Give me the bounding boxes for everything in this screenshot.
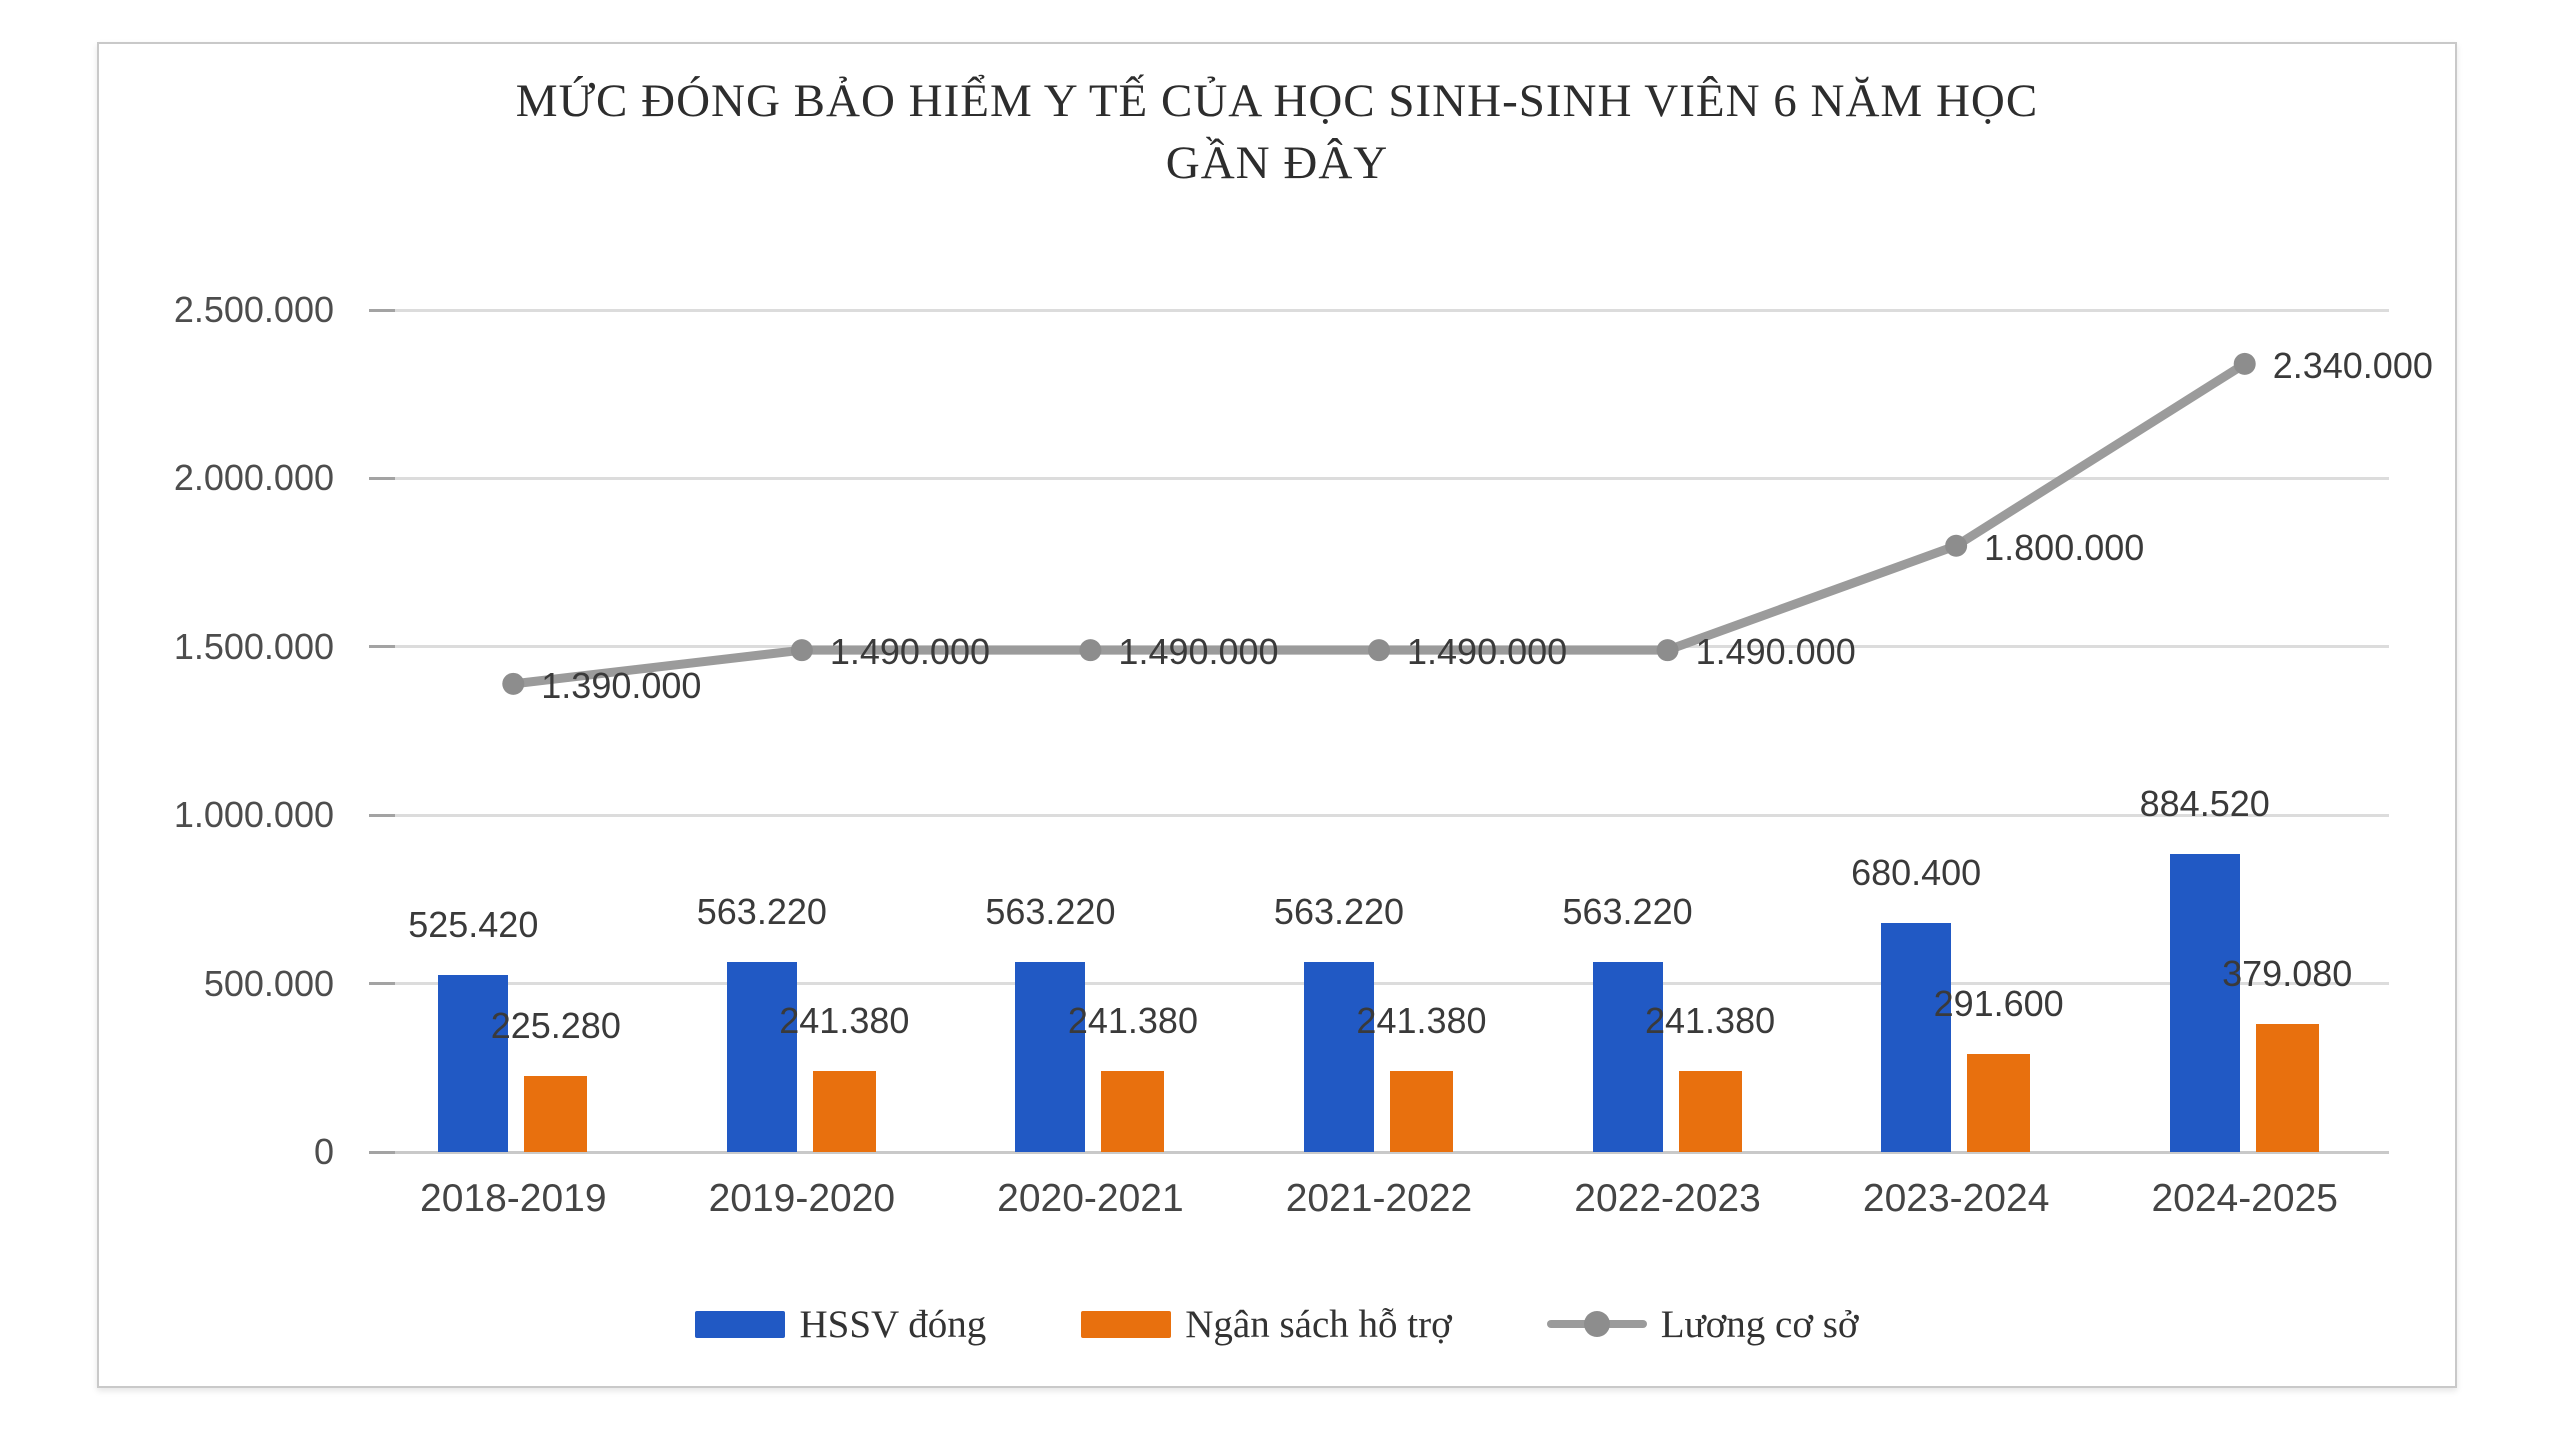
line-point-marker bbox=[2233, 352, 2256, 375]
bar-ngansach bbox=[1967, 1053, 2031, 1152]
line-value-label: 1.800.000 bbox=[1984, 526, 2145, 568]
legend: HSSV đóng Ngân sách hỗ trợ Lương cơ sở bbox=[99, 1296, 2455, 1352]
bar-value-label: 563.220 bbox=[1273, 891, 1405, 933]
bar-value-label: 884.520 bbox=[2139, 783, 2270, 825]
gridline bbox=[369, 1150, 2389, 1154]
y-axis-tick bbox=[369, 1150, 395, 1154]
line-value-label: 1.390.000 bbox=[541, 664, 702, 706]
bar-ngansach bbox=[812, 1070, 876, 1152]
line-path bbox=[508, 359, 2250, 689]
x-axis-label: 2022-2023 bbox=[1574, 1177, 1761, 1220]
line-value-label: 1.490.000 bbox=[1407, 631, 1568, 673]
legend-item: Ngân sách hỗ trợ bbox=[1081, 1302, 1452, 1347]
chart-frame: MỨC ĐÓNG BẢO HIỂM Y TẾ CỦA HỌC SINH-SINH… bbox=[97, 42, 2457, 1388]
line-point-marker bbox=[1945, 534, 1968, 557]
line-point-marker bbox=[1079, 639, 1102, 662]
x-axis-label: 2018-2019 bbox=[420, 1177, 607, 1220]
y-axis-label: 1.000.000 bbox=[173, 794, 334, 836]
y-axis-label: 1.500.000 bbox=[173, 625, 334, 667]
legend-swatch-orange bbox=[1081, 1310, 1172, 1338]
bar-value-label: 241.380 bbox=[1067, 999, 1198, 1041]
bar-value-label: 225.280 bbox=[490, 1005, 621, 1047]
line-value-label: 1.490.000 bbox=[1118, 631, 1279, 673]
line-value-label: 2.340.000 bbox=[2272, 344, 2433, 386]
legend-item: Lương cơ sở bbox=[1546, 1302, 1859, 1347]
x-axis-label: 2019-2020 bbox=[708, 1177, 896, 1220]
legend-label: Ngân sách hỗ trợ bbox=[1185, 1302, 1452, 1346]
y-axis-label: 0 bbox=[313, 1131, 334, 1172]
gridline bbox=[369, 813, 2389, 817]
legend-label: Lương cơ sở bbox=[1660, 1302, 1859, 1346]
x-axis-label: 2024-2025 bbox=[2151, 1177, 2338, 1220]
bar-value-label: 291.600 bbox=[1933, 982, 2064, 1024]
y-axis-tick bbox=[369, 982, 395, 986]
bar-hssv bbox=[1592, 962, 1663, 1152]
bar-value-label: 680.400 bbox=[1851, 851, 1982, 893]
bar-hssv bbox=[1881, 922, 1952, 1152]
gridline bbox=[369, 476, 2389, 480]
bar-value-label: 241.380 bbox=[1644, 999, 1776, 1041]
y-axis-tick bbox=[369, 645, 395, 649]
bar-value-label: 563.220 bbox=[696, 891, 827, 933]
bar-value-label: 241.380 bbox=[779, 999, 910, 1041]
bar-ngansach bbox=[1390, 1070, 1453, 1152]
line-value-label: 1.490.000 bbox=[1695, 631, 1856, 673]
bar-value-label: 563.220 bbox=[1562, 891, 1693, 933]
line-point-marker bbox=[1368, 639, 1390, 662]
gridline bbox=[369, 308, 2389, 312]
legend-swatch-blue bbox=[695, 1310, 786, 1338]
legend-item: HSSV đóng bbox=[695, 1302, 986, 1347]
x-axis-label: 2021-2022 bbox=[1285, 1177, 1473, 1220]
legend-line-marker bbox=[1546, 1309, 1647, 1339]
bar-hssv bbox=[438, 975, 509, 1152]
chart-title-line-1: MỨC ĐÓNG BẢO HIỂM Y TẾ CỦA HỌC SINH-SINH… bbox=[515, 75, 2039, 127]
bar-ngansach bbox=[2255, 1024, 2319, 1152]
legend-line-dot bbox=[1583, 1311, 1610, 1337]
bar-hssv bbox=[726, 962, 797, 1152]
bar-value-label: 525.420 bbox=[408, 904, 539, 946]
bar-hssv bbox=[2169, 854, 2240, 1152]
y-axis-tick bbox=[369, 476, 395, 480]
bar-ngansach bbox=[1678, 1070, 1742, 1152]
line-point-marker bbox=[1656, 639, 1679, 662]
y-axis-label: 2.500.000 bbox=[173, 289, 334, 330]
y-axis-label: 2.000.000 bbox=[173, 457, 334, 499]
bar-hssv bbox=[1015, 962, 1086, 1152]
y-axis-tick bbox=[369, 813, 395, 817]
bar-ngansach bbox=[524, 1076, 588, 1152]
bar-hssv bbox=[1304, 962, 1374, 1152]
bar-value-label: 563.220 bbox=[985, 891, 1116, 933]
chart-title: MỨC ĐÓNG BẢO HIỂM Y TẾ CỦA HỌC SINH-SINH… bbox=[99, 70, 2455, 194]
y-axis-label: 500.000 bbox=[203, 962, 334, 1004]
legend-label: HSSV đóng bbox=[799, 1302, 987, 1346]
x-axis-label: 2020-2021 bbox=[997, 1177, 1184, 1220]
bar-value-label: 241.380 bbox=[1356, 999, 1487, 1041]
line-value-label: 1.490.000 bbox=[829, 631, 990, 673]
bar-value-label: 379.080 bbox=[2222, 953, 2353, 995]
line-series bbox=[502, 352, 2256, 695]
line-point-marker bbox=[502, 672, 525, 695]
line-point-marker bbox=[790, 639, 813, 662]
y-axis-tick bbox=[369, 308, 395, 312]
bar-ngansach bbox=[1101, 1070, 1165, 1152]
x-axis-label: 2023-2024 bbox=[1862, 1177, 2050, 1220]
plot-area: 2.500.000 2.000.000 1.500.000 1.000.000 500.… bbox=[174, 289, 2433, 1220]
gridline bbox=[369, 982, 2389, 986]
chart-title-line-2: GẦN ĐÂY bbox=[1165, 137, 1389, 189]
